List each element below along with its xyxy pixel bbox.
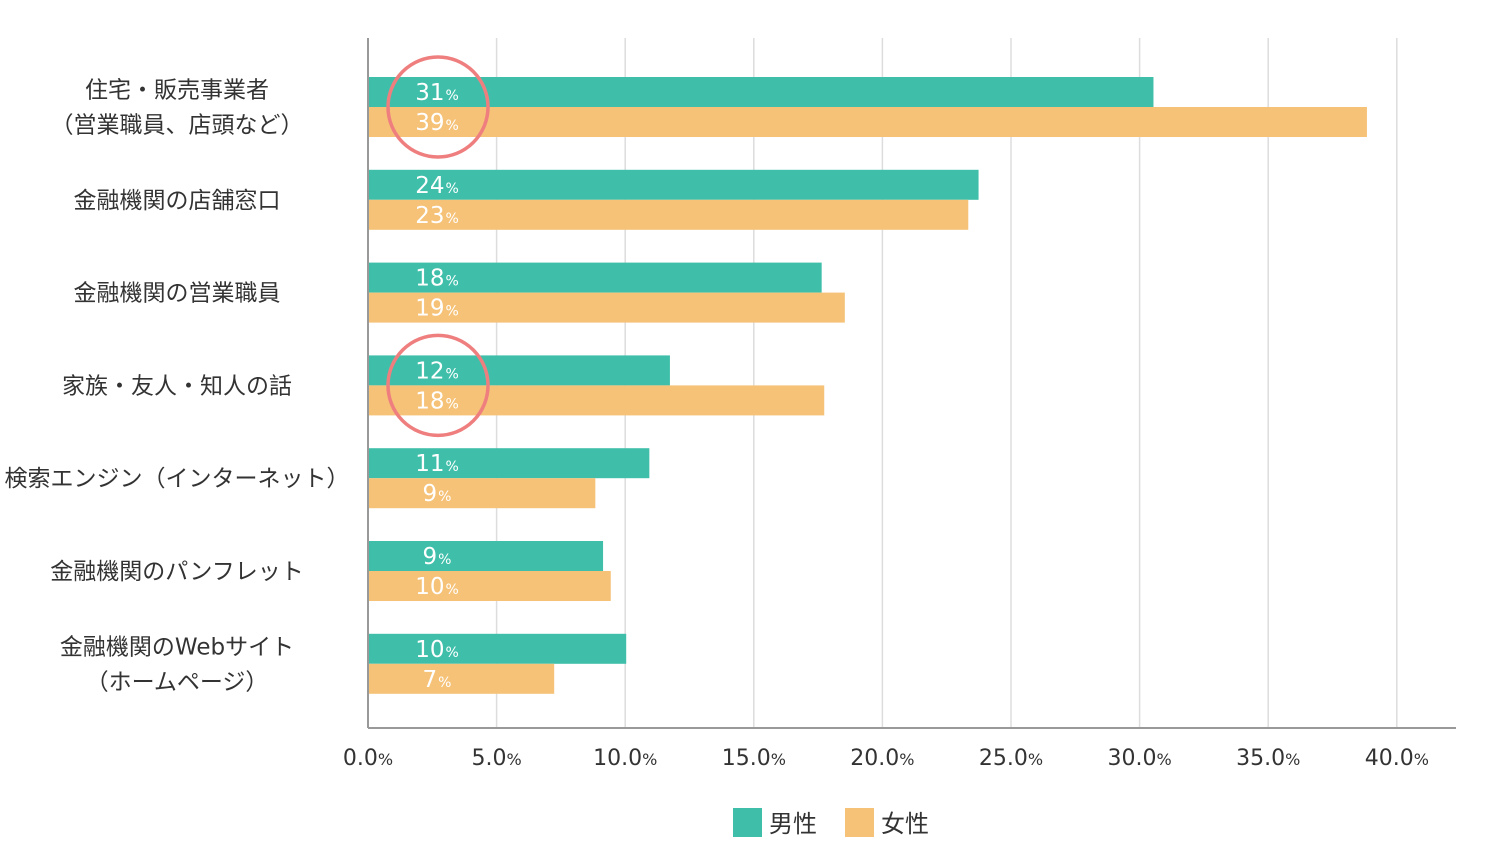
category-label: 金融機関の店舗窓口 — [74, 188, 281, 214]
bar-value-label: 11% — [415, 451, 459, 477]
legend-label: 女性 — [881, 810, 929, 838]
bar-value-label: 18% — [415, 266, 459, 292]
bar-value-label: 24% — [415, 173, 459, 199]
bar-value-label: 9% — [423, 481, 452, 507]
bar-female — [369, 199, 969, 230]
bar-male — [369, 448, 650, 479]
bar-male — [369, 633, 627, 664]
x-tick-label: 5.0% — [471, 746, 521, 771]
legend-swatch — [733, 808, 762, 837]
x-tick-label: 0.0% — [343, 746, 393, 771]
legend-label: 男性 — [769, 810, 817, 838]
legend-swatch — [845, 808, 874, 837]
bar-value-label: 23% — [415, 203, 459, 229]
bar-female — [369, 663, 555, 694]
bars: 31% 39% 24% 23% 18% 19% 12% 18% 11% 9% 9% 10% 10% 7% — [369, 77, 1367, 694]
bar-male — [369, 355, 670, 386]
category-label: 住宅・販売事業者 — [85, 78, 269, 104]
category-label: 金融機関のパンフレット — [50, 559, 303, 585]
bar-value-label: 39% — [415, 110, 459, 136]
category-labels: 住宅・販売事業者 （営業職員、店頭など） 金融機関の店舗窓口金融機関の営業職員家族・… — [5, 78, 350, 696]
bar-female — [369, 571, 611, 601]
bar-female — [369, 478, 596, 509]
highlight-circles — [386, 55, 490, 438]
axes — [367, 38, 1456, 729]
bar-value-label: 18% — [415, 388, 459, 414]
bar-value-label: 9% — [423, 544, 452, 570]
category-label: 金融機関のWebサイト — [60, 634, 294, 660]
x-tick-label: 35.0% — [1236, 746, 1300, 771]
bar-female — [369, 385, 825, 416]
category-label: 金融機関の営業職員 — [74, 281, 281, 307]
x-tick-label: 20.0% — [850, 746, 914, 771]
category-label: 家族・友人・知人の話 — [62, 373, 292, 399]
x-tick-label: 10.0% — [593, 746, 657, 771]
x-tick-label: 40.0% — [1365, 746, 1429, 771]
bar-value-label: 31% — [415, 80, 459, 106]
bar-male — [369, 262, 822, 293]
highlight-circle — [386, 333, 490, 438]
category-label: （ホームページ） — [86, 669, 269, 695]
highlight-circle — [386, 55, 490, 159]
legend: 男性 女性 — [733, 808, 929, 838]
bar-male — [369, 77, 1154, 107]
category-label: 検索エンジン（インターネット） — [5, 466, 350, 492]
x-tick-label: 25.0% — [979, 746, 1043, 771]
x-tick-label: 30.0% — [1108, 746, 1172, 771]
bar-value-label: 19% — [415, 296, 459, 322]
gridlines — [495, 38, 1398, 728]
bar-female — [369, 107, 1367, 137]
bar-value-label: 10% — [415, 574, 459, 600]
bar-value-label: 12% — [415, 358, 459, 384]
bar-male — [369, 541, 604, 571]
bar-male — [369, 169, 979, 200]
bar-value-label: 10% — [415, 637, 459, 663]
bar-value-label: 7% — [423, 667, 452, 693]
x-tick-label: 15.0% — [722, 746, 786, 771]
category-label: （営業職員、店頭など） — [51, 113, 304, 139]
x-tick-labels: 0.0% 5.0% 10.0% 15.0% 20.0% 25.0% 30.0% 35.0% 40… — [343, 746, 1429, 771]
bar-female — [369, 292, 845, 323]
